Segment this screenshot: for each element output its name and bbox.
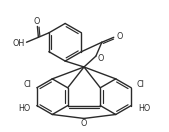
Text: OH: OH xyxy=(13,39,25,48)
Text: O: O xyxy=(81,119,87,128)
Text: O: O xyxy=(33,17,40,26)
Text: O: O xyxy=(98,54,104,63)
Text: O: O xyxy=(116,32,123,41)
Text: HO: HO xyxy=(18,104,30,113)
Text: HO: HO xyxy=(138,104,150,113)
Text: Cl: Cl xyxy=(136,80,144,89)
Text: Cl: Cl xyxy=(24,80,32,89)
